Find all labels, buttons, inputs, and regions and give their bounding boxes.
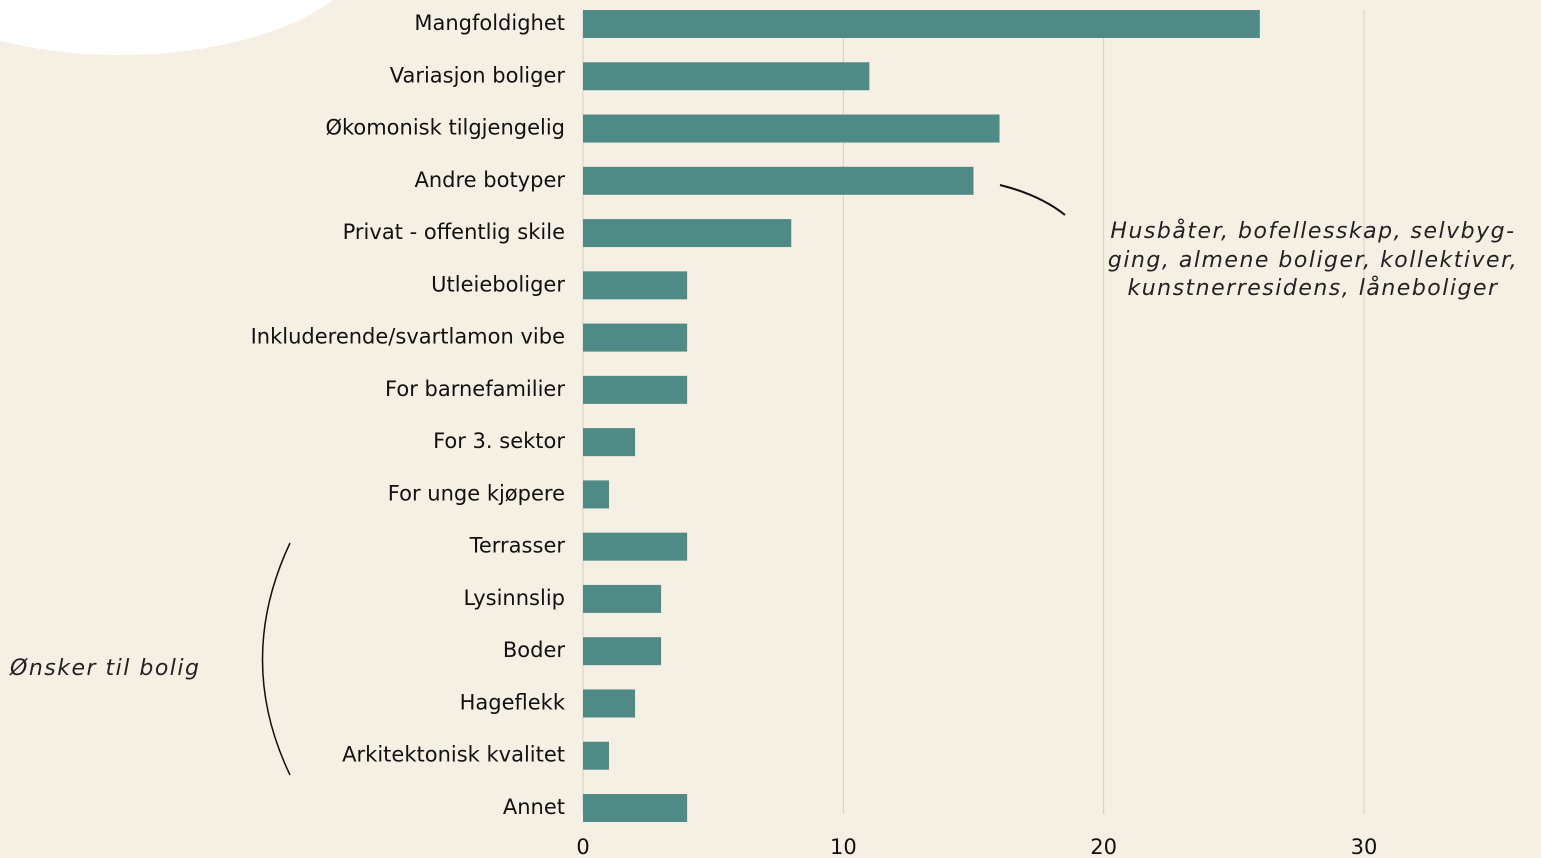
y-tick-label: Økomonisk tilgjengelig: [325, 116, 565, 140]
x-tick-label: 20: [1090, 835, 1117, 858]
y-tick-label: For unge kjøpere: [388, 481, 565, 505]
y-tick-label: Arkitektonisk kvalitet: [342, 743, 565, 767]
decor-blob: [0, 0, 334, 55]
y-tick-label: Hageflekk: [460, 690, 566, 714]
y-tick-label: Utleieboliger: [431, 272, 565, 296]
y-tick-label: Annet: [503, 795, 565, 819]
bar: [583, 271, 688, 300]
annotation-line: kunstnerresidens, låneboliger: [1127, 275, 1499, 301]
annotation-line: Husbåter, bofellesskap, selvbyg-: [1110, 218, 1515, 244]
y-tick-label: For 3. sektor: [433, 429, 565, 453]
grid: [582, 10, 1365, 814]
bars: [583, 10, 1260, 822]
y-tick-label: Lysinnslip: [463, 586, 565, 610]
bar: [583, 114, 1000, 143]
bar: [583, 689, 636, 718]
x-tick-label: 0: [576, 835, 589, 858]
bar: [583, 480, 610, 509]
bar: [583, 794, 688, 822]
annotation-line: ging, almene boliger, kollektiver,: [1108, 248, 1518, 273]
bar: [583, 741, 610, 770]
x-tick-label: 30: [1351, 835, 1378, 858]
bar: [583, 62, 870, 91]
y-tick-label: Inkluderende/svartlamon vibe: [251, 325, 565, 349]
y-tick-label: Boder: [503, 638, 566, 662]
annotation-line: Ønsker til bolig: [9, 656, 201, 681]
bar: [583, 428, 636, 457]
bar: [583, 10, 1260, 38]
bar: [583, 637, 662, 666]
y-tick-label: Andre botyper: [415, 168, 566, 192]
bar: [583, 219, 792, 248]
annotation-curve: [999, 184, 1066, 216]
bar: [583, 584, 662, 613]
y-tick-label: For barnefamilier: [385, 377, 565, 401]
y-tick-label: Variasjon boliger: [390, 63, 566, 87]
y-tick-label: Mangfoldighet: [414, 11, 565, 35]
x-tick-label: 10: [830, 835, 857, 858]
bar: [583, 323, 688, 352]
bar: [583, 532, 688, 561]
bar: [583, 375, 688, 404]
bracket-curve: [261, 542, 291, 776]
y-tick-label: Privat - offentlig skile: [343, 220, 565, 244]
bar: [583, 166, 974, 195]
y-tick-label: Terrasser: [469, 534, 566, 558]
